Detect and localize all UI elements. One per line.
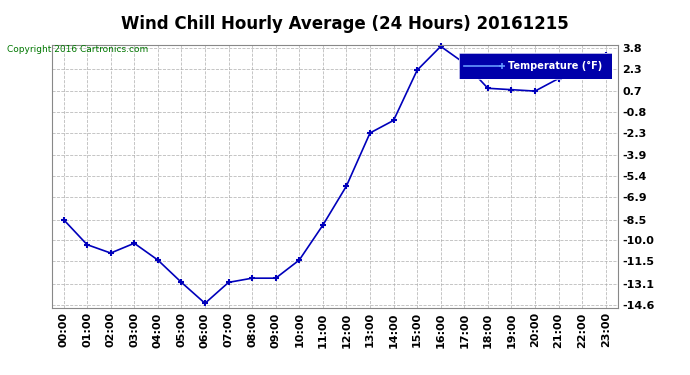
- Text: Wind Chill Hourly Average (24 Hours) 20161215: Wind Chill Hourly Average (24 Hours) 201…: [121, 15, 569, 33]
- Text: Copyright 2016 Cartronics.com: Copyright 2016 Cartronics.com: [7, 45, 148, 54]
